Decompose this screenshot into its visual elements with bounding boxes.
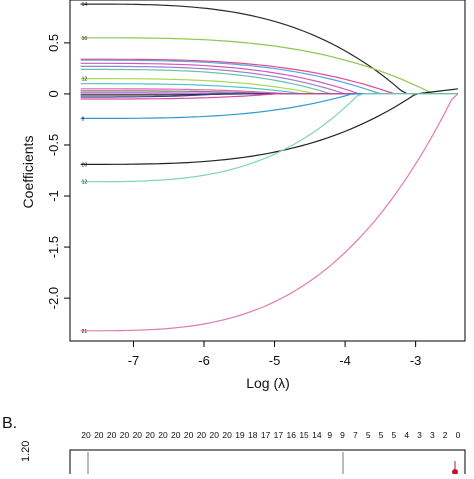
x-axis-label: Log (λ) (246, 375, 290, 391)
count-label: 9 (327, 430, 332, 440)
count-label: 20 (184, 430, 194, 440)
coefficient-path (80, 93, 459, 332)
y-tick-label: -1.5 (46, 236, 61, 258)
plot-frame-b (69, 449, 466, 479)
y-axis-top-tick: 1.20 (20, 441, 32, 462)
count-label: 3 (430, 430, 435, 440)
y-tick-label: -2.0 (46, 287, 61, 309)
count-label: 20 (133, 430, 143, 440)
x-tick-label: -5 (269, 353, 281, 368)
panel-b: B. 20 20 20 20 20 20 20 20 20 20 20 20 19 18 17 17 16 15 1… (2, 415, 466, 479)
path-label: 12 (82, 180, 88, 186)
path-label: 12 (82, 77, 88, 83)
count-label: 19 (235, 430, 245, 440)
coefficient-path (80, 93, 458, 183)
count-label: 20 (107, 430, 117, 440)
count-label: 17 (261, 430, 271, 440)
count-label: 16 (287, 430, 297, 440)
coefficient-path (80, 37, 458, 95)
coefficient-path (80, 3, 458, 95)
x-tick-label: -4 (339, 353, 351, 368)
path-label: 14 (82, 2, 88, 8)
count-label: 4 (404, 430, 409, 440)
count-label: 0 (456, 430, 461, 440)
top-count-labels: 20 20 20 20 20 20 20 20 20 20 20 20 19 18 17 17 16 15 14 9 9… (81, 430, 460, 440)
y-tick-label: -1 (46, 190, 61, 202)
panel-a-coefficient-paths: 0.50-0.5-1-1.5-2.0 -7 -6 -5 -4 -3 1416128201… (20, 0, 466, 391)
count-label: 20 (222, 430, 232, 440)
y-axis-ticks: 0.5 0 -0.5 -1 -1.5 -2.0 (46, 34, 70, 309)
coefficient-path (80, 93, 458, 120)
y-tick-label: 0.5 (46, 34, 61, 52)
path-label: 20 (82, 162, 88, 168)
coefficient-paths: 14 16 12 8 20 12 21 (80, 2, 459, 335)
count-label: 20 (120, 430, 130, 440)
path-label: 16 (82, 36, 88, 42)
count-label: 20 (145, 430, 155, 440)
count-label: 15 (299, 430, 309, 440)
count-label: 9 (340, 430, 345, 440)
count-label: 5 (391, 430, 396, 440)
count-label: 2 (443, 430, 448, 440)
count-label: 20 (210, 430, 220, 440)
x-tick-label: -6 (198, 353, 210, 368)
count-label: 3 (417, 430, 422, 440)
plot-frame-a (69, 0, 466, 342)
path-label: 21 (82, 329, 88, 335)
panel-label-b: B. (2, 415, 17, 432)
coefficient-path (80, 88, 458, 165)
count-label: 5 (366, 430, 371, 440)
count-label: 18 (248, 430, 258, 440)
x-tick-label: -3 (410, 353, 422, 368)
x-tick-label: -7 (128, 353, 140, 368)
x-axis-ticks: -7 -6 -5 -4 -3 (128, 341, 422, 368)
y-tick-label: 0 (46, 90, 61, 97)
y-axis-label: Coefficients (20, 136, 36, 209)
count-label: 20 (158, 430, 168, 440)
count-label: 5 (379, 430, 384, 440)
count-label: 17 (274, 430, 284, 440)
count-label: 14 (312, 430, 322, 440)
count-label: 7 (353, 430, 358, 440)
coefficient-path (80, 77, 458, 95)
count-label: 20 (81, 430, 91, 440)
path-label: 8 (82, 116, 85, 122)
count-label: 20 (197, 430, 207, 440)
count-label: 20 (171, 430, 181, 440)
y-tick-label: -0.5 (46, 134, 61, 156)
count-label: 20 (94, 430, 104, 440)
